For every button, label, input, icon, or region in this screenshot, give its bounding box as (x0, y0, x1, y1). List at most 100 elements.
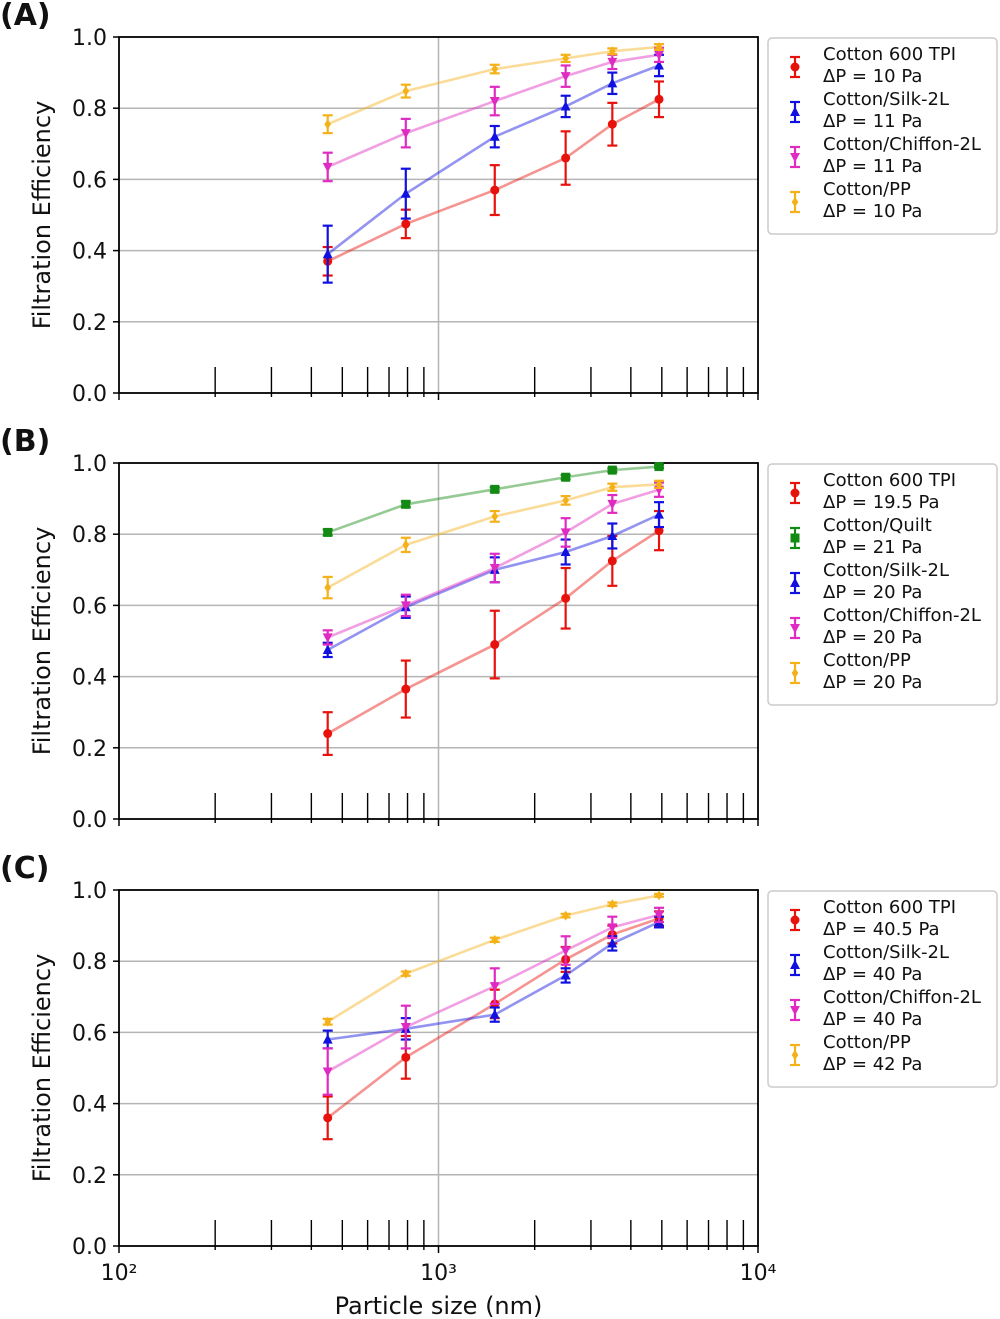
data-point (654, 94, 664, 104)
legend-pressure: ΔP = 40 Pa (823, 964, 922, 985)
series-cotton-quilt (322, 462, 665, 537)
data-point (560, 546, 571, 557)
series-cotton-600-tpi (322, 80, 665, 277)
data-point (607, 499, 618, 510)
data-point (607, 530, 618, 541)
y-tick-label: 0.6 (72, 168, 107, 193)
legend-label: Cotton/PP (823, 179, 911, 200)
legend-label: Cotton/PP (823, 1032, 911, 1053)
data-point (490, 185, 500, 195)
legend-pressure: ΔP = 40.5 Pa (823, 919, 940, 940)
series-line (326, 64, 660, 256)
y-tick-label: 0.4 (72, 1093, 107, 1118)
data-point (560, 101, 571, 111)
data-point (402, 539, 410, 550)
data-point (489, 97, 500, 107)
series-line (327, 513, 660, 652)
legend-label: Cotton/Quilt (823, 515, 932, 536)
series-line (327, 98, 660, 263)
legend-pressure: ΔP = 40 Pa (823, 1009, 922, 1030)
series-line (326, 917, 660, 1119)
y-tick-label: 0.2 (72, 737, 107, 762)
data-point (402, 86, 410, 97)
legend-label: Cotton/Chiffon-2L (823, 987, 981, 1008)
data-point (607, 556, 617, 566)
legend-marker (790, 577, 800, 588)
data-point (324, 1016, 332, 1027)
data-point (654, 526, 664, 536)
legend-marker (791, 197, 799, 207)
data-point (608, 46, 616, 57)
legend-pressure: ΔP = 19.5 Pa (823, 492, 940, 513)
legend-box (767, 463, 998, 706)
legend-marker (791, 1050, 799, 1060)
data-point (654, 910, 664, 921)
series-line (327, 894, 660, 1023)
legend-label: Cotton/Silk-2L (823, 560, 949, 581)
y-tick-label: 0.8 (72, 97, 107, 122)
x-axis-label: Particle size (nm) (335, 1292, 543, 1319)
series-line (327, 529, 660, 735)
data-point (323, 527, 333, 537)
legend-pressure: ΔP = 20 Pa (823, 672, 922, 693)
data-point (608, 482, 616, 493)
series-cotton-chiffon-2l (322, 906, 665, 1096)
legend-marker (790, 152, 800, 163)
legend-pressure: ΔP = 11 Pa (823, 156, 922, 177)
data-point (323, 1113, 333, 1123)
data-point (489, 982, 500, 992)
data-point (489, 563, 500, 574)
data-point (655, 479, 663, 490)
legend-marker (790, 915, 800, 925)
data-point (607, 77, 618, 88)
series-line (327, 465, 660, 534)
y-axis-label: Filtration Efficiency (28, 954, 56, 1183)
legend-marker (791, 668, 799, 678)
data-point (607, 938, 618, 948)
series-line (327, 45, 660, 126)
data-point (560, 528, 571, 538)
data-point (400, 601, 411, 611)
y-tick-label: 0.4 (72, 240, 107, 265)
series-line (327, 488, 660, 639)
data-point (561, 153, 571, 163)
data-point (655, 42, 663, 52)
data-point (401, 1052, 411, 1062)
y-tick-label: 1.0 (72, 879, 107, 904)
data-point (490, 484, 500, 494)
data-point (654, 60, 664, 70)
y-tick-label: 1.0 (72, 26, 107, 51)
data-point (322, 644, 333, 654)
legend-marker (790, 959, 800, 970)
legend-marker (790, 1005, 800, 1016)
y-axis-label: Filtration Efficiency (28, 101, 56, 330)
legend-label: Cotton 600 TPI (823, 44, 956, 65)
series-cotton-pp (322, 42, 665, 135)
data-point (401, 684, 411, 694)
data-point (607, 57, 618, 68)
legend-pressure: ΔP = 21 Pa (823, 537, 922, 558)
chart-panel-1: 0.0 0.2 0.4 0.6 0.8 1.0 Filtration Efficiency (… (0, 0, 998, 407)
data-point (491, 64, 499, 74)
y-tick-label: 0.8 (72, 950, 107, 975)
series-line (327, 913, 660, 1073)
data-point (400, 1023, 411, 1033)
chart-panel-3: 0.0 0.2 0.4 0.6 0.8 1.0 10² 10³ 10⁴ Filtration Ef… (0, 851, 998, 1319)
data-point (490, 640, 500, 650)
data-point (323, 729, 333, 739)
y-tick-label: 0.4 (72, 666, 107, 691)
data-point (322, 633, 333, 643)
panel-label: (A) (0, 0, 51, 33)
series-cotton-pp (322, 890, 665, 1027)
legend-marker (790, 62, 800, 72)
data-point (401, 219, 411, 229)
legend-box (767, 890, 998, 1088)
legend-pressure: ΔP = 20 Pa (823, 582, 922, 603)
legend-pressure: ΔP = 11 Pa (823, 111, 922, 132)
series-cotton-chiffon-2l (322, 46, 665, 183)
legend-label: Cotton/Chiffon-2L (823, 134, 981, 155)
data-point (401, 499, 411, 509)
